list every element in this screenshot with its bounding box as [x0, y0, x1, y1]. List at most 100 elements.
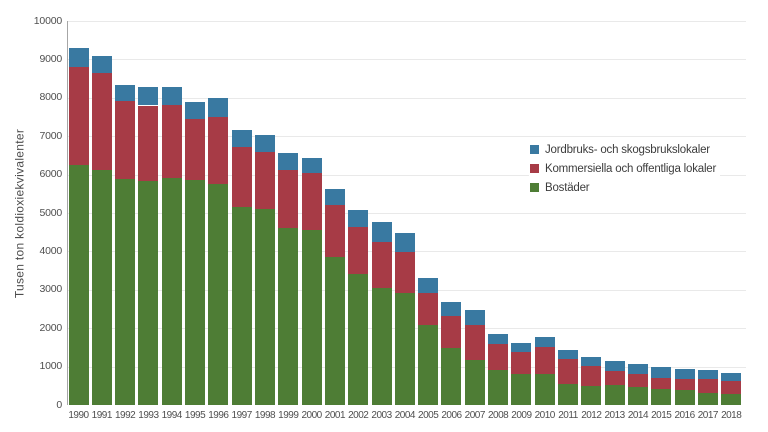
x-tick-label-2018: 2018 [721, 410, 742, 421]
bar-segment-1992-bost-der [115, 179, 136, 405]
y-tick-label-10000: 10000 [33, 14, 62, 27]
x-tick-label-2007: 2007 [464, 410, 486, 421]
bar-segment-2004-kommersiella-och-offentliga-lokaler [394, 252, 415, 294]
bar-segment-2008-kommersiella-och-offentliga-lokaler [488, 344, 509, 371]
legend-label: Jordbruks- och skogsbrukslokaler [545, 143, 710, 156]
bar-segment-2003-jordbruks-och-skogsbrukslokaler [371, 222, 392, 243]
bar-segment-2017-kommersiella-och-offentliga-lokaler [697, 379, 718, 394]
bar-segment-1999-kommersiella-och-offentliga-lokaler [278, 169, 299, 229]
bar-segment-2014-jordbruks-och-skogsbrukslokaler [627, 364, 648, 374]
bar-segment-2017-bost-der [697, 393, 718, 405]
x-tick-label-1992: 1992 [114, 410, 136, 421]
bar-segment-1996-jordbruks-och-skogsbrukslokaler [208, 98, 229, 117]
y-axis-line [67, 21, 68, 405]
bar-segment-2009-bost-der [511, 373, 532, 405]
bar-segment-1999-jordbruks-och-skogsbrukslokaler [278, 153, 299, 170]
bar-segment-1993-kommersiella-och-offentliga-lokaler [138, 105, 159, 182]
bar-segment-1990-bost-der [68, 164, 89, 405]
bar-segment-2002-jordbruks-och-skogsbrukslokaler [348, 209, 369, 228]
bar-segment-2015-jordbruks-och-skogsbrukslokaler [651, 367, 672, 378]
y-tick-label-1000: 1000 [39, 360, 62, 373]
bar-segment-2018-kommersiella-och-offentliga-lokaler [721, 381, 742, 395]
legend-swatch-icon [530, 183, 539, 192]
x-tick-label-2009: 2009 [511, 410, 532, 421]
bar-segment-2012-kommersiella-och-offentliga-lokaler [581, 365, 602, 386]
bar-segment-2001-kommersiella-och-offentliga-lokaler [324, 204, 345, 258]
x-tick-label-2003: 2003 [371, 410, 392, 421]
x-axis-tick-labels: 1990 1991 1992 1993 1994 1995 1996 1997 1998 1999… [0, 410, 768, 426]
plot-area [67, 21, 746, 405]
x-tick-label-1999: 1999 [278, 410, 299, 421]
bar-segment-2002-bost-der [348, 274, 369, 405]
bar-segment-2017-jordbruks-och-skogsbrukslokaler [697, 370, 718, 380]
bar-segment-2003-bost-der [371, 287, 392, 405]
bar-segment-2013-kommersiella-och-offentliga-lokaler [604, 370, 625, 386]
bar-segment-2016-kommersiella-och-offentliga-lokaler [674, 378, 695, 391]
legend: Jordbruks- och skogsbrukslokaler Kommersi… [529, 139, 721, 198]
bar-segment-2008-bost-der [488, 370, 509, 405]
bar-segment-2014-bost-der [627, 386, 648, 405]
bar-segment-1996-bost-der [208, 184, 229, 405]
gridline-8000 [67, 97, 746, 99]
x-tick-label-2010: 2010 [534, 410, 556, 421]
bar-segment-1993-jordbruks-och-skogsbrukslokaler [138, 86, 159, 106]
legend-item-kommersiella-och-offentliga-lokaler: Kommersiella och offentliga lokaler [530, 159, 716, 178]
bar-segment-2010-jordbruks-och-skogsbrukslokaler [534, 336, 555, 347]
bar-segment-2018-bost-der [721, 394, 742, 405]
bar-segment-2000-bost-der [301, 230, 322, 405]
bar-segment-2000-jordbruks-och-skogsbrukslokaler [301, 158, 322, 174]
bar-segment-2005-jordbruks-och-skogsbrukslokaler [418, 278, 439, 293]
bar-segment-2009-kommersiella-och-offentliga-lokaler [511, 352, 532, 374]
x-tick-label-1991: 1991 [91, 410, 113, 421]
x-tick-label-1993: 1993 [138, 410, 159, 421]
bar-segment-1993-bost-der [138, 181, 159, 405]
bar-segment-2011-kommersiella-och-offentliga-lokaler [558, 359, 579, 384]
y-tick-label-7000: 7000 [39, 129, 62, 142]
x-tick-label-1996: 1996 [208, 410, 229, 421]
x-tick-label-2004: 2004 [394, 410, 416, 421]
bar-segment-2014-kommersiella-och-offentliga-lokaler [627, 373, 648, 387]
legend-item-jordbruks-och-skogsbrukslokaler: Jordbruks- och skogsbrukslokaler [530, 140, 716, 159]
bar-segment-2001-bost-der [324, 257, 345, 405]
bar-segment-1995-bost-der [185, 180, 206, 405]
legend-label: Bostäder [545, 181, 590, 194]
y-tick-label-8000: 8000 [39, 91, 62, 104]
bar-segment-1997-jordbruks-och-skogsbrukslokaler [231, 129, 252, 147]
x-tick-label-1998: 1998 [254, 410, 276, 421]
legend-swatch-icon [530, 145, 539, 154]
bar-segment-2005-bost-der [418, 325, 439, 405]
bar-segment-2006-bost-der [441, 348, 462, 405]
y-tick-label-5000: 5000 [39, 206, 62, 219]
x-tick-label-1994: 1994 [161, 410, 183, 421]
bar-segment-2005-kommersiella-och-offentliga-lokaler [418, 292, 439, 326]
bar-segment-2016-jordbruks-och-skogsbrukslokaler [674, 369, 695, 379]
bar-segment-2016-bost-der [674, 390, 695, 405]
x-tick-label-2008: 2008 [487, 410, 509, 421]
bar-segment-1991-kommersiella-och-offentliga-lokaler [91, 72, 112, 170]
bar-segment-2004-bost-der [394, 293, 415, 405]
bar-segment-2006-jordbruks-och-skogsbrukslokaler [441, 302, 462, 316]
bar-segment-1990-kommersiella-och-offentliga-lokaler [68, 67, 89, 165]
legend-item-bost-der: Bostäder [530, 178, 716, 197]
bar-segment-2007-bost-der [464, 360, 485, 405]
bar-segment-1999-bost-der [278, 228, 299, 405]
bar-segment-2007-jordbruks-och-skogsbrukslokaler [464, 310, 485, 326]
x-tick-label-2006: 2006 [441, 410, 462, 421]
x-tick-label-2001: 2001 [324, 410, 346, 421]
bar-segment-1992-jordbruks-och-skogsbrukslokaler [115, 84, 136, 101]
x-tick-label-2014: 2014 [627, 410, 649, 421]
x-tick-label-1995: 1995 [184, 410, 206, 421]
bar-segment-2004-jordbruks-och-skogsbrukslokaler [394, 233, 415, 253]
bar-segment-1997-bost-der [231, 207, 252, 405]
x-tick-label-2011: 2011 [558, 410, 578, 421]
bar-segment-1998-bost-der [254, 209, 275, 405]
x-tick-label-2013: 2013 [604, 410, 626, 421]
gridline-6000 [67, 174, 746, 176]
gridline-5000 [67, 213, 746, 214]
bar-segment-2007-kommersiella-och-offentliga-lokaler [464, 325, 485, 361]
gridline-7000 [67, 136, 746, 138]
bar-segment-2012-jordbruks-och-skogsbrukslokaler [581, 357, 602, 366]
bar-segment-2008-jordbruks-och-skogsbrukslokaler [488, 333, 509, 345]
bar-segment-2002-kommersiella-och-offentliga-lokaler [348, 227, 369, 275]
bar-segment-2003-kommersiella-och-offentliga-lokaler [371, 242, 392, 288]
